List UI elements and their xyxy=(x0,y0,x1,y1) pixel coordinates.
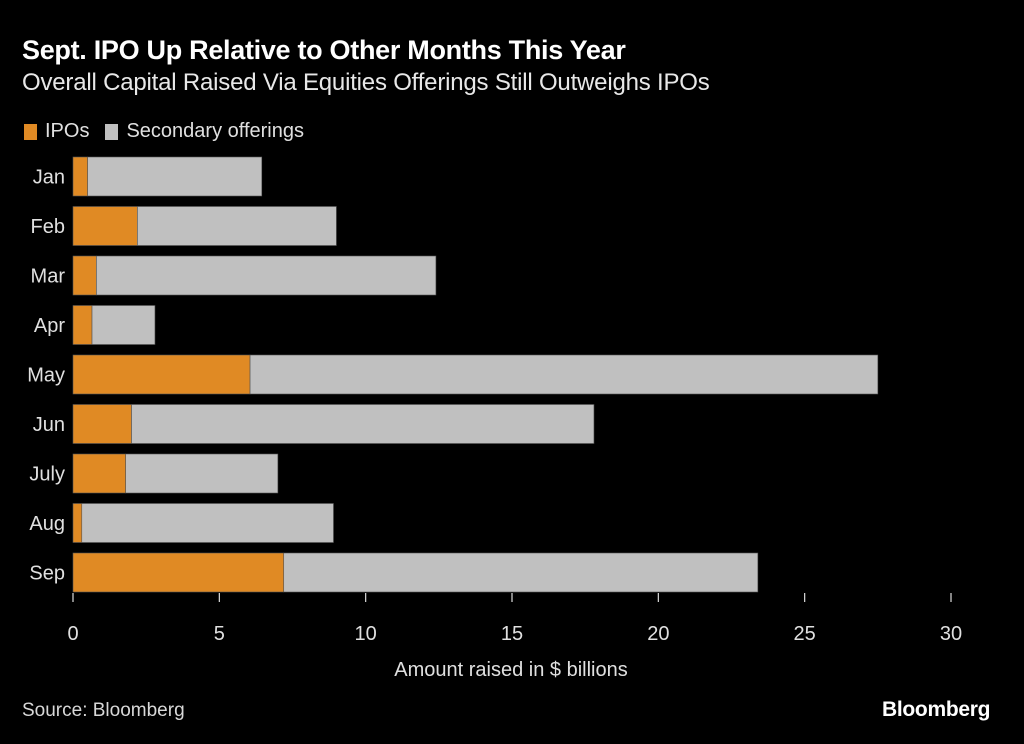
x-tick-label: 20 xyxy=(647,623,669,645)
category-label-mar: Mar xyxy=(31,266,66,288)
bar-ipos-apr xyxy=(72,305,93,345)
bar-ipos-july xyxy=(72,453,126,494)
chart-title: Sept. IPO Up Relative to Other Months Th… xyxy=(22,35,626,65)
bar-ipos-mar xyxy=(72,255,97,296)
bar-secondary-july xyxy=(125,453,279,494)
bar-secondary-jun xyxy=(131,404,595,444)
bar-secondary-apr xyxy=(91,305,156,345)
bloomberg-logo: Bloomberg xyxy=(882,698,991,721)
bar-ipos-aug xyxy=(72,503,83,543)
bar-ipos-jun xyxy=(72,404,132,444)
x-tick-label: 0 xyxy=(67,623,78,645)
x-tick-label: 10 xyxy=(355,623,377,645)
x-tick-label: 15 xyxy=(501,623,523,645)
legend-item-ipos: IPOs xyxy=(24,120,89,143)
legend: IPOs Secondary offerings xyxy=(24,120,320,143)
bar-secondary-jan xyxy=(87,156,263,197)
bar-secondary-feb xyxy=(137,206,337,246)
legend-label-secondary: Secondary offerings xyxy=(126,120,304,142)
source-note: Source: Bloomberg xyxy=(22,700,185,721)
bar-secondary-sep xyxy=(283,552,759,593)
legend-swatch-ipos xyxy=(24,123,37,140)
bar-secondary-may xyxy=(249,354,879,395)
bar-secondary-aug xyxy=(81,503,334,543)
legend-label-ipos: IPOs xyxy=(45,120,90,142)
bar-secondary-mar xyxy=(96,255,437,296)
category-label-july: July xyxy=(29,464,65,486)
category-label-aug: Aug xyxy=(29,513,65,535)
bar-ipos-jan xyxy=(72,156,88,197)
x-axis-label: Amount raised in $ billions xyxy=(394,659,627,681)
category-label-sep: Sep xyxy=(29,563,65,585)
category-label-apr: Apr xyxy=(34,315,65,337)
x-tick-label: 25 xyxy=(794,623,816,645)
bar-ipos-sep xyxy=(72,552,285,593)
category-label-jan: Jan xyxy=(33,167,65,189)
chart-subtitle: Overall Capital Raised Via Equities Offe… xyxy=(22,69,710,96)
bar-ipos-feb xyxy=(72,206,138,246)
legend-item-secondary: Secondary offerings xyxy=(105,120,304,143)
category-label-may: May xyxy=(27,365,65,387)
legend-swatch-secondary xyxy=(105,123,119,140)
x-tick-label: 30 xyxy=(940,623,962,645)
bar-ipos-may xyxy=(72,354,251,395)
category-label-jun: Jun xyxy=(33,414,65,436)
x-tick-label: 5 xyxy=(214,623,225,645)
category-label-feb: Feb xyxy=(31,216,65,238)
